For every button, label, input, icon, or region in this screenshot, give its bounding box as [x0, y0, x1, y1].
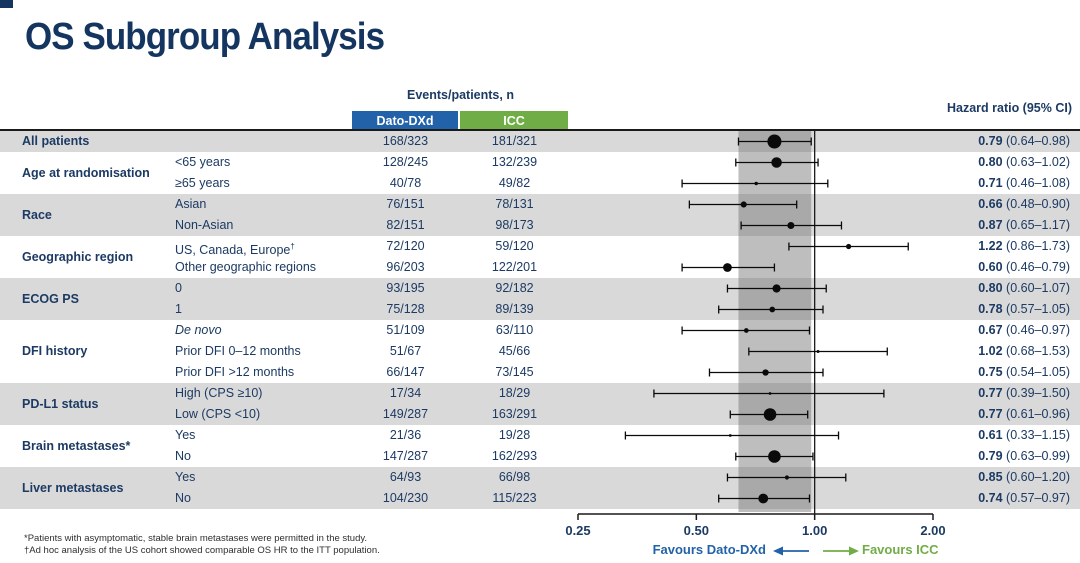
arm-header-icc: ICC — [460, 111, 568, 131]
favours-left-arrow-icon — [773, 546, 809, 556]
favours-icc-label: Favours ICC — [862, 542, 939, 557]
arm-header-dato-dxd: Dato-DXd — [352, 111, 458, 131]
page-title: OS Subgroup Analysis — [25, 16, 385, 58]
events-patients-header: Events/patients, n — [407, 88, 514, 102]
footnote-brain-metastases: *Patients with asymptomatic, stable brai… — [24, 533, 368, 544]
favours-right-arrow-icon — [823, 546, 859, 556]
group-stripe — [0, 131, 1080, 152]
hazard-ratio-header: Hazard ratio (95% CI) — [946, 101, 1072, 115]
footnote-us-cohort: †Ad hoc analysis of the US cohort showed… — [24, 545, 380, 556]
group-stripe — [0, 194, 1080, 236]
group-stripe — [0, 383, 1080, 425]
slide-corner-accent — [0, 0, 13, 8]
favours-dato-label: Favours Dato-DXd — [652, 542, 766, 557]
group-stripe — [0, 278, 1080, 320]
header-divider-line — [0, 129, 1080, 131]
group-stripe — [0, 467, 1080, 509]
